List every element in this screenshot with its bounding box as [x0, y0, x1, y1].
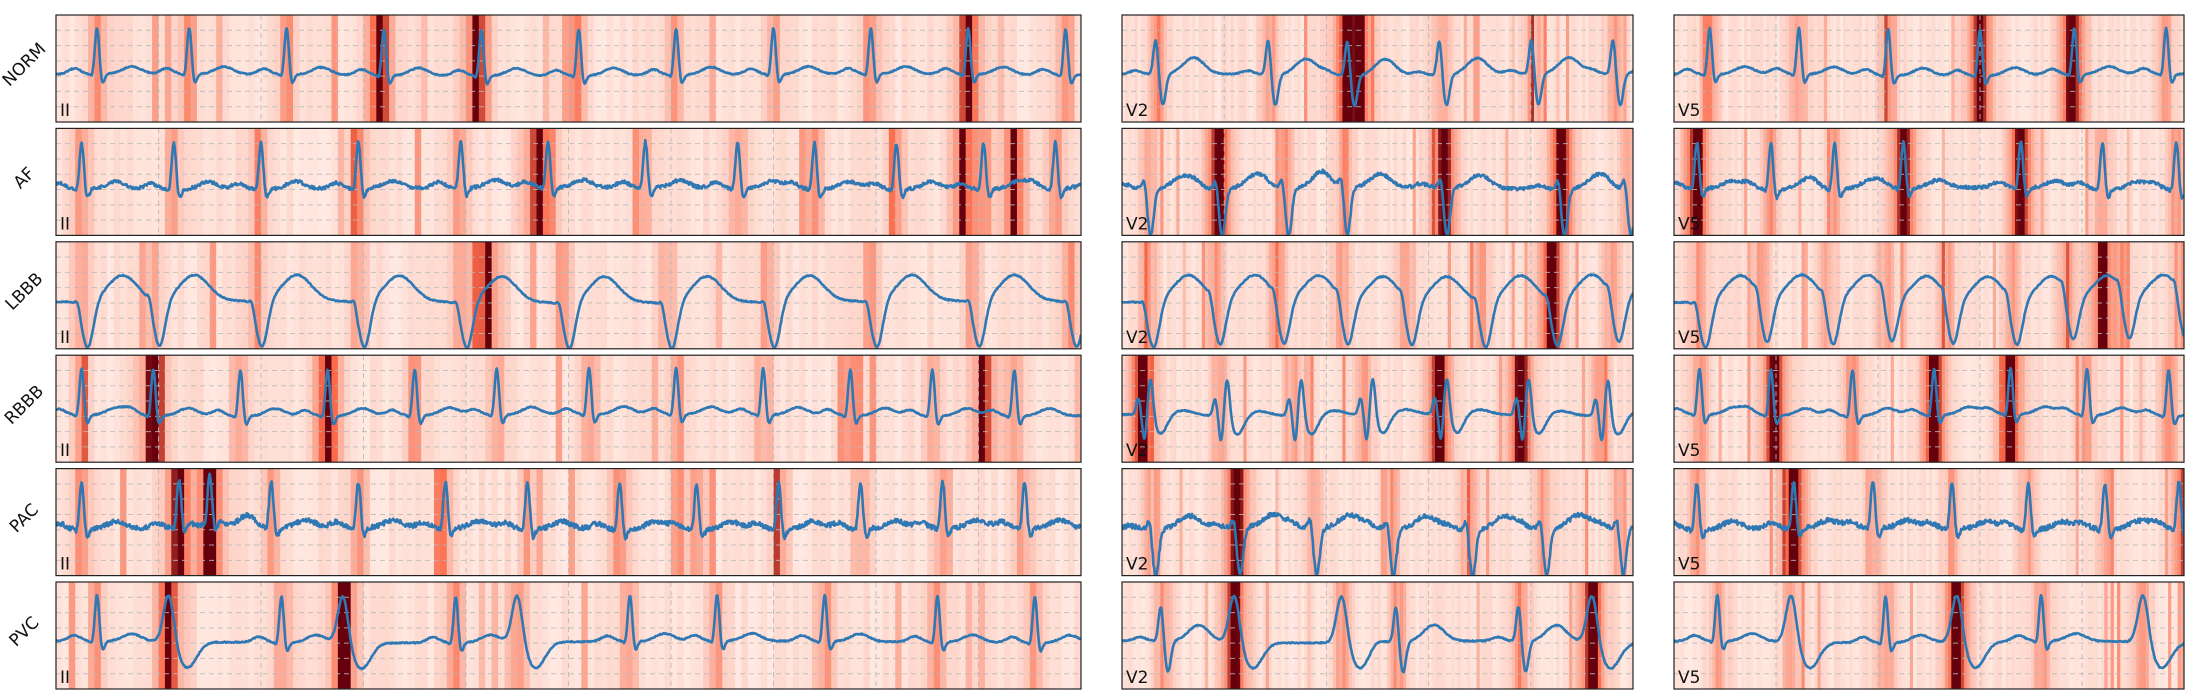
attribution-heatmap	[1122, 355, 1633, 463]
panel-frame	[1673, 241, 2185, 350]
panels: II V2 V5 II V2 V5 II V2 V5 II V2 V5 II V2 V5 II V2 V5	[55, 14, 2185, 690]
ecg-trace	[1674, 272, 2184, 349]
ecg-trace	[56, 273, 1081, 349]
ecg-trace	[1674, 480, 2184, 540]
row-label-rbbb: RBBB	[1, 382, 48, 429]
ecg-trace	[1674, 593, 2184, 670]
lead-label: V2	[1126, 668, 1148, 688]
panel-pvc-ii: II	[55, 581, 1082, 690]
grid-lines	[1122, 468, 1633, 576]
row-label-af: AF	[10, 164, 39, 193]
lead-label: II	[60, 441, 70, 461]
lead-label: V5	[1678, 668, 1700, 688]
lead-label: V5	[1678, 101, 1700, 121]
panel-af-v5: V5	[1673, 127, 2185, 236]
attribution-heatmap	[1122, 15, 1633, 122]
panel-pvc-v2: V2	[1121, 581, 1634, 690]
panel-pvc-v5: V5	[1673, 581, 2185, 690]
panel-rbbb-ii: II	[55, 354, 1082, 463]
grid-lines	[1674, 15, 2184, 122]
panel-frame	[1673, 354, 2185, 463]
lead-label: V2	[1126, 101, 1148, 121]
ecg-trace	[56, 138, 1081, 200]
panel-frame	[55, 581, 1082, 690]
ecg-trace	[1122, 594, 1633, 674]
row-label-norm: NORM	[0, 39, 50, 90]
panel-frame	[1673, 468, 2185, 577]
lead-label: II	[60, 555, 70, 575]
lead-label: V2	[1126, 555, 1148, 575]
panel-frame	[55, 468, 1082, 577]
panel-frame	[1121, 581, 1634, 690]
row-labels: NORM AF LBBB RBBB PAC PVC	[0, 39, 50, 651]
panel-af-ii: II	[55, 127, 1082, 236]
lead-label: V2	[1126, 214, 1148, 234]
panel-norm-v2: V2	[1121, 14, 1634, 123]
row-label-lbbb: LBBB	[2, 269, 48, 315]
panel-norm-ii: II	[55, 14, 1082, 123]
lead-label: II	[60, 101, 70, 121]
panel-af-v2: V2	[1121, 127, 1634, 236]
panel-frame	[1673, 581, 2185, 690]
grid-lines	[1122, 15, 1633, 122]
ecg-trace	[1674, 366, 2184, 426]
ecg-trace	[1122, 273, 1633, 349]
ecg-trace	[1122, 38, 1633, 108]
lead-label: V5	[1678, 214, 1700, 234]
ecg-trace	[56, 366, 1081, 426]
panel-lbbb-v2: V2	[1121, 241, 1634, 350]
attribution-heatmap	[1122, 241, 1633, 349]
lead-label: V5	[1678, 555, 1700, 575]
panel-lbbb-v5: V5	[1673, 241, 2185, 350]
panel-frame	[1121, 354, 1634, 463]
lead-label: V5	[1678, 328, 1700, 348]
grid-lines	[1122, 582, 1633, 689]
ecg-trace	[56, 26, 1081, 86]
attribution-heatmap	[1674, 241, 2184, 349]
panel-frame	[55, 127, 1082, 236]
panel-pac-v2: V2	[1121, 468, 1634, 577]
panel-norm-v5: V5	[1673, 14, 2185, 123]
panel-frame	[1121, 468, 1634, 577]
row-label-pac: PAC	[6, 500, 43, 537]
ecg-trace	[1122, 511, 1633, 576]
lead-label: II	[60, 214, 70, 234]
ecg-trace	[1122, 168, 1633, 236]
ecg-trace	[1674, 139, 2184, 201]
row-label-pvc: PVC	[5, 613, 43, 651]
panel-frame	[1121, 127, 1634, 236]
lead-label: V5	[1678, 441, 1700, 461]
panel-pac-v5: V5	[1673, 468, 2185, 577]
lead-label: V2	[1126, 441, 1148, 461]
ecg-trace	[56, 472, 1081, 541]
attribution-heatmap	[1674, 582, 2184, 689]
panel-pac-ii: II	[55, 468, 1082, 577]
lead-label: V2	[1126, 328, 1148, 348]
attribution-heatmap	[1122, 582, 1633, 689]
panel-frame	[1673, 14, 2185, 123]
panel-frame	[1121, 14, 1634, 123]
grid-lines	[1674, 582, 2184, 689]
ecg-trace	[56, 593, 1081, 671]
panel-frame	[55, 241, 1082, 350]
attribution-heatmap	[56, 241, 1081, 349]
panel-frame	[1673, 127, 2185, 236]
ecg-trace	[1122, 377, 1633, 442]
panel-rbbb-v5: V5	[1673, 354, 2185, 463]
attribution-heatmap	[1674, 355, 2184, 463]
panel-frame	[1121, 241, 1634, 350]
lead-label: II	[60, 328, 70, 348]
lead-label: II	[60, 668, 70, 688]
ecg-trace	[1674, 26, 2184, 86]
panel-frame	[55, 354, 1082, 463]
panel-rbbb-v2: V2	[1121, 354, 1634, 463]
panel-lbbb-ii: II	[55, 241, 1082, 350]
panel-frame	[55, 14, 1082, 123]
